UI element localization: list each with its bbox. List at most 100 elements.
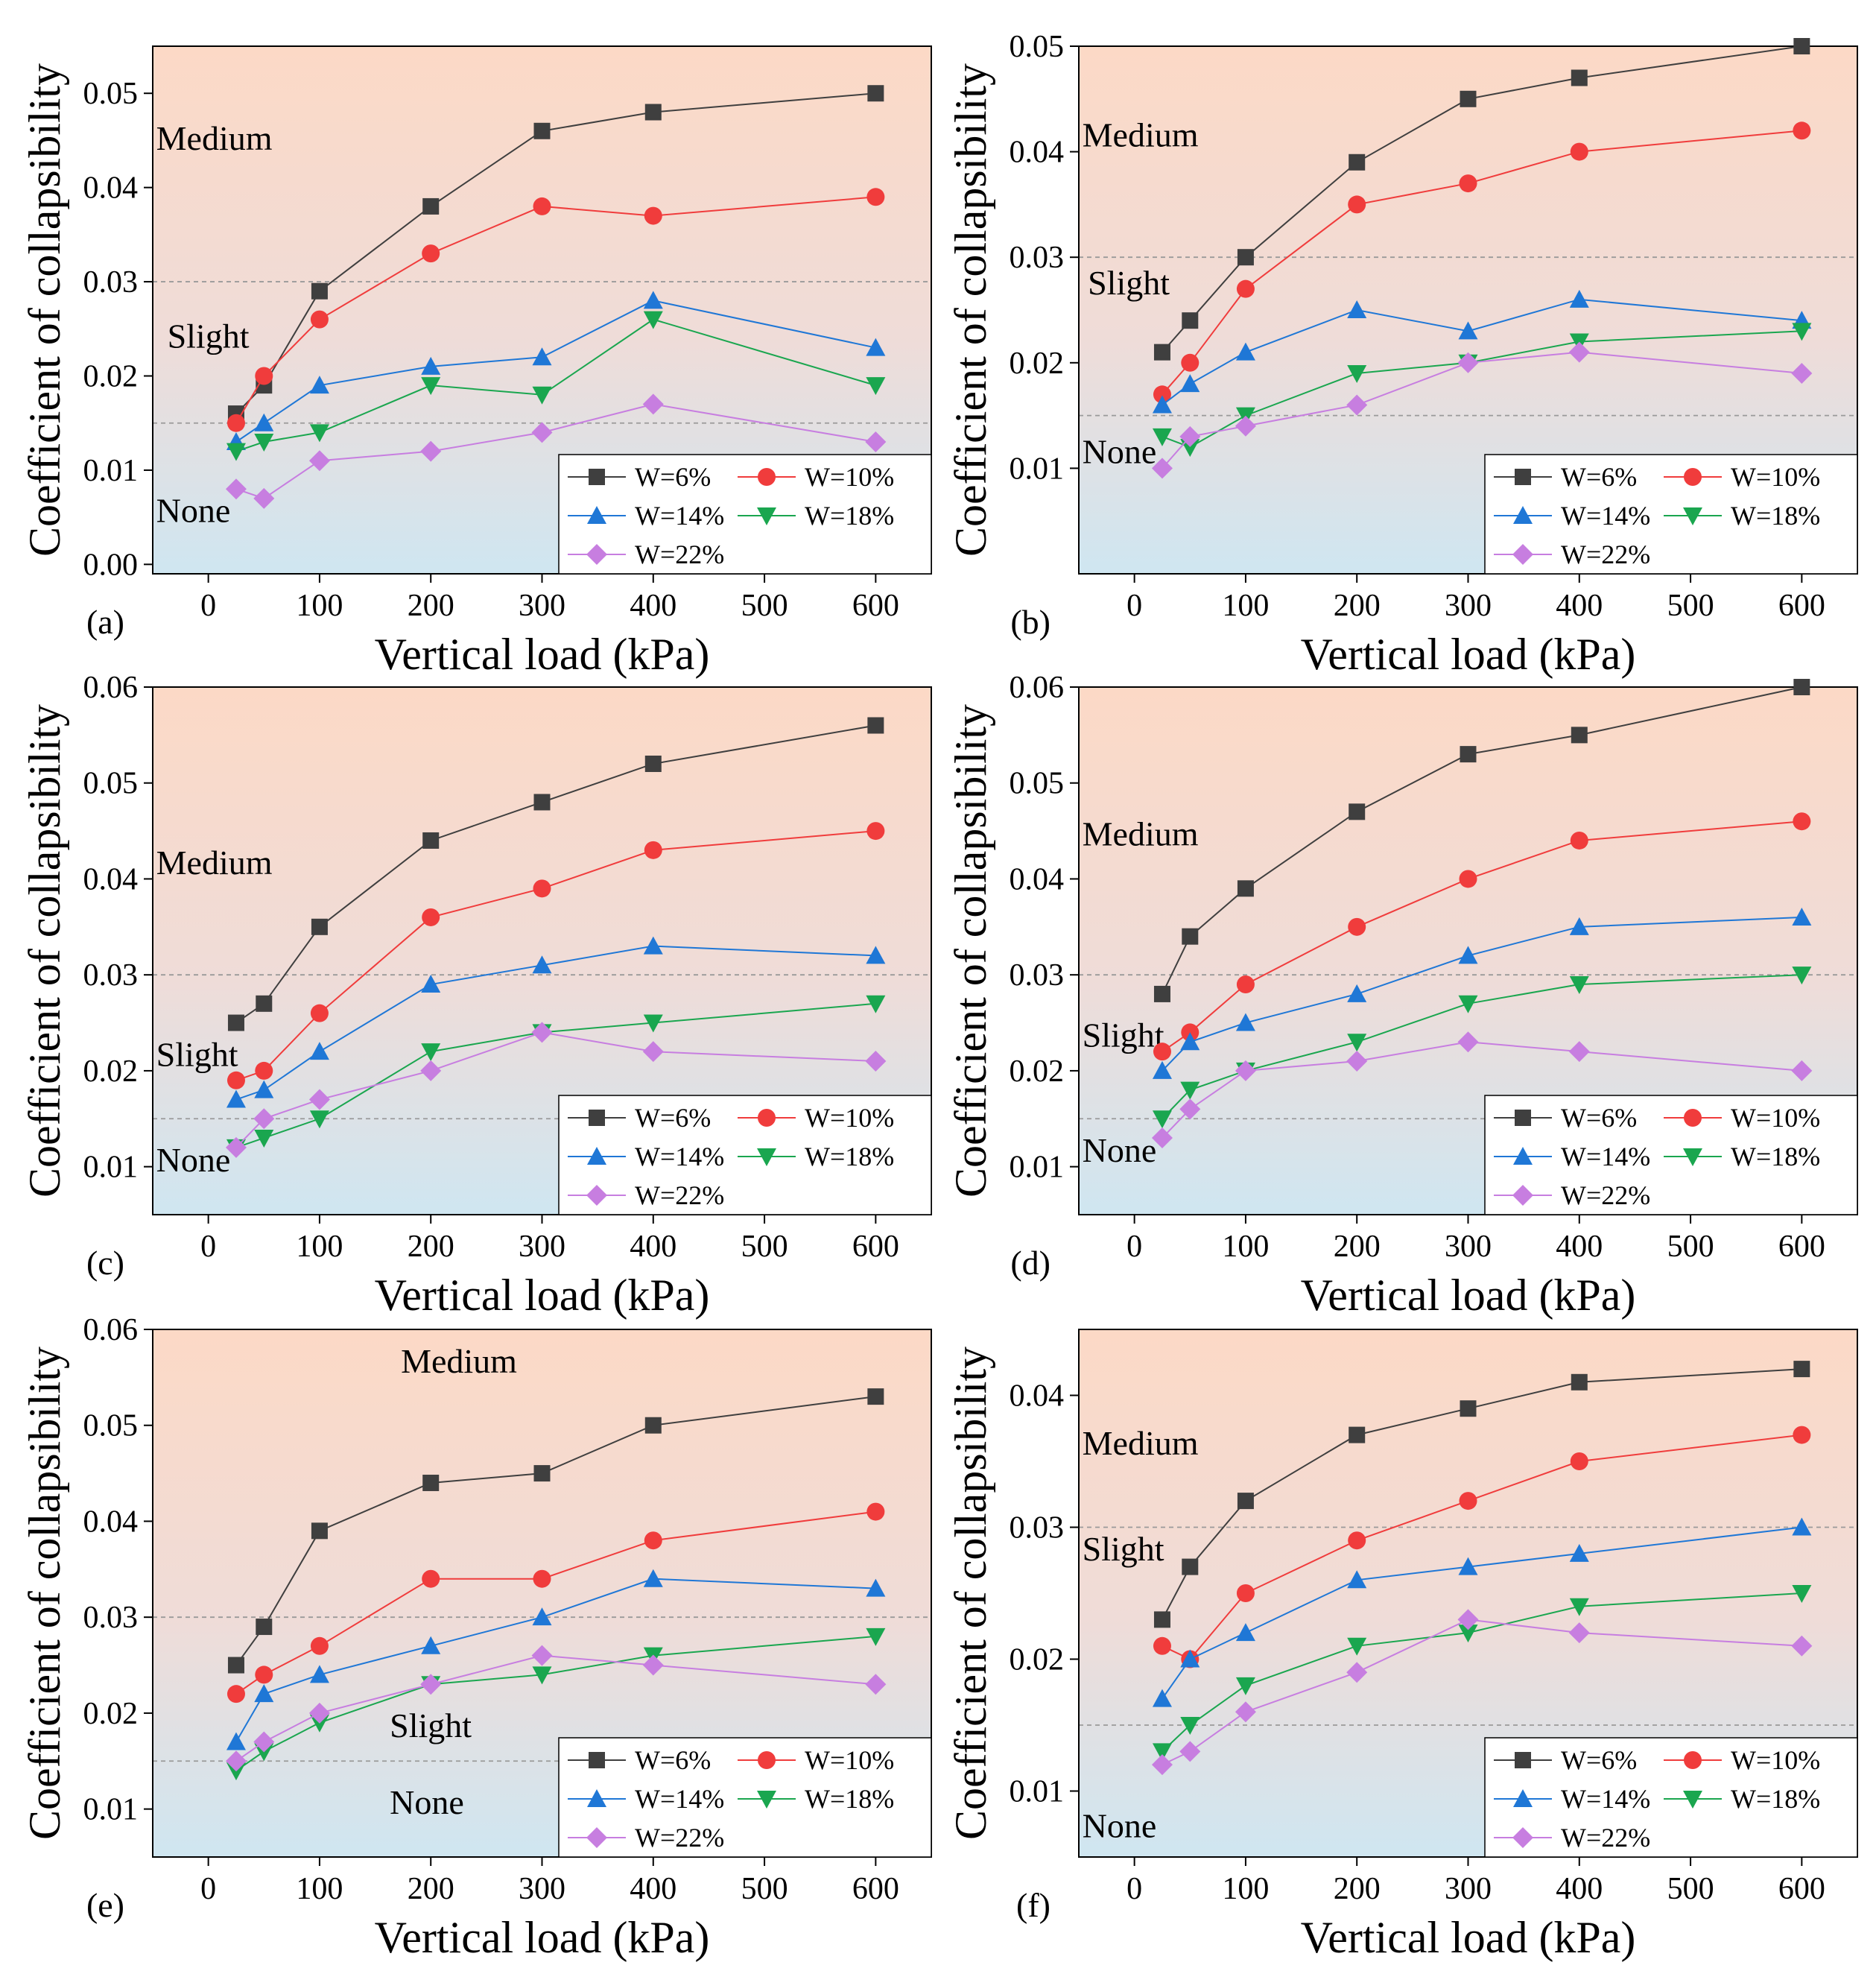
data-point [531, 422, 553, 443]
data-point [254, 1080, 274, 1098]
data-point [1180, 1081, 1200, 1100]
chart-panel-c: 0.01 0.02 0.03 0.04 0.05 0.06 0 100 200 300 400 500… [20, 671, 932, 1320]
y-tick-label: 0.02 [83, 1697, 139, 1731]
y-tick-label: 0.05 [83, 1409, 139, 1443]
y-tick-label: 0.01 [1010, 1151, 1065, 1185]
data-point [866, 1502, 885, 1521]
x-axis-label: Vertical load (kPa) [375, 1271, 710, 1320]
legend-label: W=22% [635, 540, 724, 569]
legend-label: W=14% [635, 501, 724, 531]
data-point [866, 822, 885, 841]
data-point [255, 1061, 273, 1080]
y-tick-label: 0.02 [1010, 1054, 1065, 1089]
data-point [308, 1702, 330, 1724]
data-point [533, 879, 551, 898]
data-point [227, 1657, 244, 1674]
x-tick-label: 0 [200, 1872, 216, 1906]
data-point [1347, 364, 1367, 383]
data-point [1460, 90, 1477, 107]
legend-label: W=18% [805, 1142, 894, 1171]
data-point [533, 1465, 551, 1482]
legend-label: W=14% [1561, 1784, 1650, 1814]
y-axis-label: Coefficient of collapsibility [20, 704, 69, 1198]
data-point [1793, 1426, 1811, 1444]
data-point [533, 122, 551, 139]
legend-marker [1513, 1147, 1533, 1165]
data-point [533, 1569, 551, 1588]
data-point [1569, 976, 1589, 995]
data-point [1348, 917, 1366, 936]
x-tick-label: 100 [1222, 1230, 1269, 1264]
x-tick-label: 600 [852, 1230, 899, 1264]
y-tick-label: 0.05 [1010, 767, 1065, 801]
data-point [422, 908, 440, 926]
y-tick-label: 0.05 [1010, 30, 1065, 64]
chart-panel-e: 0.01 0.02 0.03 0.04 0.05 0.06 0 100 200 300 400 500… [20, 1313, 932, 1962]
y-tick-label: 0.02 [1010, 347, 1065, 381]
legend-label: W=10% [805, 462, 894, 492]
legend: W=6% W=10% W=14% W=18% W=22% [558, 454, 932, 575]
data-point [1457, 1609, 1479, 1630]
data-point [420, 440, 442, 462]
y-tick-label: 0.01 [83, 454, 139, 488]
data-point [866, 338, 886, 356]
panel-tag: (d) [1010, 1244, 1051, 1282]
legend-marker [1684, 468, 1702, 486]
data-point [866, 1578, 886, 1597]
y-tick-label: 0.04 [1010, 862, 1065, 896]
data-point [1237, 880, 1254, 897]
legend-marker [1515, 1110, 1531, 1126]
data-point [643, 1569, 663, 1587]
data-point [533, 197, 551, 215]
legend-marker [589, 1752, 605, 1768]
data-point [1458, 995, 1478, 1013]
zone-label-none: None [156, 491, 231, 529]
data-point [255, 367, 273, 385]
y-tick-label: 0.05 [83, 77, 139, 111]
x-tick-label: 200 [1334, 1230, 1381, 1264]
data-point [1791, 1060, 1813, 1081]
data-point [1792, 967, 1812, 985]
x-tick-label: 300 [1445, 589, 1492, 623]
x-tick-label: 0 [1126, 1230, 1142, 1264]
data-point [1152, 1060, 1172, 1079]
data-point [1792, 1585, 1812, 1603]
data-point [1793, 38, 1810, 54]
data-point [643, 1014, 663, 1033]
data-point [642, 1041, 664, 1063]
y-tick-label: 0.03 [1010, 958, 1065, 993]
legend: W=6% W=10% W=14% W=18% W=22% [1484, 454, 1858, 575]
data-point [309, 1110, 329, 1129]
data-point [1180, 1649, 1200, 1668]
data-point [1235, 1623, 1255, 1642]
data-point [865, 1051, 887, 1072]
data-point [1791, 1635, 1813, 1657]
data-point [310, 310, 329, 329]
zone-label-medium: Medium [1083, 814, 1199, 852]
data-point [1569, 1598, 1589, 1616]
y-tick-label: 0.01 [1010, 452, 1065, 486]
data-point [1568, 1622, 1590, 1644]
legend-label: W=6% [1561, 1103, 1637, 1133]
data-point [643, 311, 663, 329]
data-point [309, 1665, 329, 1683]
data-point [422, 197, 440, 215]
legend-label: W=10% [1731, 462, 1820, 492]
data-point [867, 85, 884, 102]
data-point [422, 1474, 440, 1491]
zone-label-medium: Medium [156, 844, 273, 882]
x-tick-label: 600 [1778, 1872, 1825, 1906]
x-tick-label: 500 [741, 1230, 788, 1264]
x-tick-label: 400 [630, 1230, 676, 1264]
x-tick-label: 200 [408, 589, 454, 623]
legend-marker [758, 468, 776, 486]
data-point [1152, 1689, 1172, 1707]
data-point [309, 1042, 329, 1060]
y-tick-label: 0.04 [83, 1505, 139, 1539]
chart-panel-a: 0.00 0.01 0.02 0.03 0.04 0.05 0 100 200 300 400 500… [20, 45, 932, 679]
data-point [1347, 1637, 1367, 1656]
data-point [1182, 928, 1199, 945]
data-point [867, 1388, 884, 1405]
zone-label-none: None [1083, 1806, 1157, 1844]
data-point [309, 376, 329, 394]
